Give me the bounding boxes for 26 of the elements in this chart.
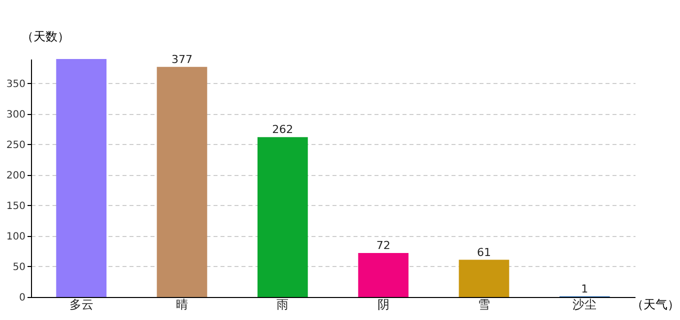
x-tick-label: 雪 [478,298,490,312]
data-label: 377 [172,52,192,66]
y-tick-label: 250 [6,140,26,151]
y-axis-title: （天数） [22,30,70,44]
x-tick-label: 阴 [377,298,390,312]
y-tick-label: 350 [6,78,26,90]
x-tick-label: 沙尘 [572,298,597,312]
x-axis-title: （天气） [632,298,680,312]
data-label: 262 [272,123,294,136]
y-tick-label: 300 [6,109,26,120]
bar [258,137,308,297]
bar [458,260,510,297]
data-label: 61 [477,246,491,259]
data-label: 72 [376,239,390,252]
bar [156,66,208,297]
data-label: 1 [581,282,588,296]
y-tick-label: 0 [19,292,26,304]
bar [358,253,408,297]
bar [56,59,106,297]
x-tick-label: 雨 [276,298,289,312]
y-tick-label: 100 [6,231,26,242]
y-tick-label: 150 [6,200,26,212]
y-tick-label: 50 [12,262,26,273]
x-tick-label: 晴 [176,298,188,312]
y-tick-label: 200 [6,170,26,182]
x-tick-label: 多云 [69,298,94,312]
